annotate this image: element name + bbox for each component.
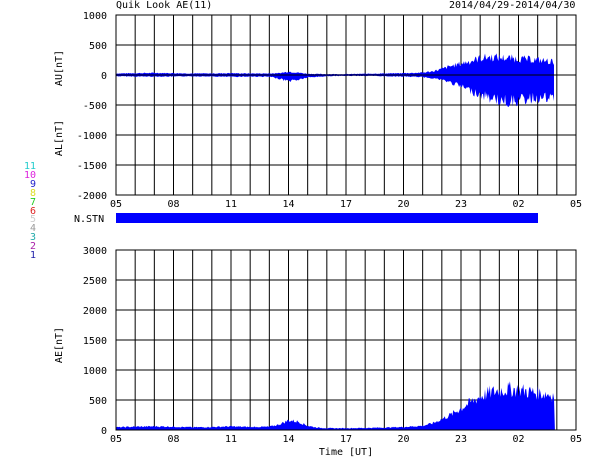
au-al-y-ticks: 1000 500 0 -500 -1000 -1500 -2000 — [77, 11, 107, 202]
ae-y-ticks: 3000 2500 2000 1500 1000 500 0 — [83, 246, 107, 437]
ae-x-tick-label: 05 — [110, 434, 122, 445]
ae-y-tick-label: 2000 — [83, 306, 107, 317]
au-al-y-tick-label: -500 — [83, 101, 107, 112]
station-label-11: 11 — [23, 161, 36, 172]
ae-y-tick-label: 0 — [101, 426, 107, 437]
au-axis-label: AU[nT] — [54, 50, 65, 86]
chart-title: Quik Look AE(11) — [116, 0, 213, 11]
x-axis-label: Time [UT] — [319, 447, 373, 458]
ae-x-tick-label: 20 — [397, 434, 409, 445]
station-legend: 11 10 9 8 7 6 5 4 3 2 1 — [20, 161, 36, 262]
ae-y-tick-label: 2500 — [83, 276, 107, 287]
au-al-x-tick-label: 17 — [340, 199, 352, 210]
au-al-y-tick-label: 1000 — [83, 11, 107, 22]
station-label-4: 4 — [29, 223, 36, 235]
au-al-x-tick-label: 14 — [282, 199, 294, 210]
au-al-y-tick-label: -2000 — [77, 191, 107, 202]
au-al-x-tick-label: 08 — [167, 199, 179, 210]
au-al-y-tick-label: -1000 — [77, 131, 107, 142]
au-al-x-tick-label: 02 — [512, 199, 524, 210]
ae-area — [116, 381, 555, 430]
ae-x-tick-label: 14 — [282, 434, 294, 445]
station-label-10: 10 — [23, 169, 36, 181]
au-al-frame — [115, 14, 577, 196]
ae-frame — [115, 249, 577, 431]
au-al-y-tick-label: -1500 — [77, 161, 107, 172]
ae-y-tick-label: 1500 — [83, 336, 107, 347]
ae-x-tick-label: 05 — [570, 434, 582, 445]
au-al-x-tick-label: 05 — [110, 199, 122, 210]
ae-y-tick-label: 500 — [89, 396, 107, 407]
ae-x-tick-label: 08 — [167, 434, 179, 445]
au-al-y-tick-label: 0 — [101, 71, 107, 82]
ae-axis-label: AE[nT] — [54, 327, 65, 363]
au-al-area — [116, 53, 554, 107]
station-label-7: 7 — [29, 196, 36, 208]
station-label-5: 5 — [29, 214, 36, 226]
au-al-x-tick-label: 23 — [455, 199, 467, 210]
au-al-y-tick-label: 500 — [89, 41, 107, 52]
ae-x-tick-label: 17 — [340, 434, 352, 445]
station-label-6: 6 — [29, 205, 36, 217]
ae-x-ticks: 05 08 11 14 17 20 23 02 05 — [110, 434, 582, 445]
station-label-2: 2 — [29, 241, 36, 253]
station-label-9: 9 — [29, 178, 36, 190]
station-label-1: 1 — [29, 250, 36, 262]
au-al-x-tick-label: 11 — [225, 199, 237, 210]
al-axis-label: AL[nT] — [54, 120, 65, 156]
station-label-3: 3 — [29, 232, 36, 244]
ae-y-tick-label: 1000 — [83, 366, 107, 377]
ae-y-tick-label: 3000 — [83, 246, 107, 257]
ae-x-tick-label: 23 — [455, 434, 467, 445]
date-range: 2014/04/29-2014/04/30 — [449, 0, 576, 11]
au-al-x-tick-label: 05 — [570, 199, 582, 210]
nstn-label: N.STN — [74, 214, 104, 225]
nstn-bar — [116, 213, 538, 223]
ae-x-tick-label: 02 — [512, 434, 524, 445]
ae-x-tick-label: 11 — [225, 434, 237, 445]
au-al-x-ticks: 05 08 11 14 17 20 23 02 05 — [110, 199, 582, 210]
au-al-x-tick-label: 20 — [397, 199, 409, 210]
station-label-8: 8 — [29, 187, 36, 199]
